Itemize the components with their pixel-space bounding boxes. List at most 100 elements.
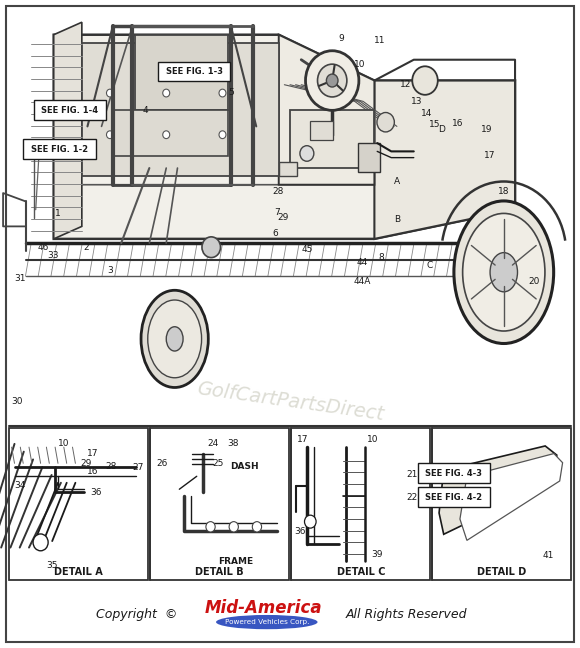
Circle shape (306, 51, 359, 110)
Bar (418, 487, 490, 507)
Bar (158, 62, 230, 81)
Circle shape (206, 522, 215, 532)
Circle shape (202, 237, 220, 258)
Circle shape (327, 74, 338, 87)
Ellipse shape (490, 253, 517, 292)
Circle shape (317, 64, 347, 97)
Text: 33: 33 (48, 251, 59, 260)
Text: 2: 2 (83, 243, 89, 252)
Text: 17: 17 (484, 151, 496, 160)
Text: 25: 25 (212, 459, 224, 468)
Text: 36: 36 (90, 488, 102, 497)
Text: 10: 10 (58, 439, 70, 448)
Polygon shape (113, 110, 228, 156)
Text: DETAIL C: DETAIL C (336, 566, 385, 577)
Bar (9, 428, 148, 580)
Text: DETAIL A: DETAIL A (54, 566, 103, 577)
Polygon shape (82, 43, 279, 176)
Text: 31: 31 (14, 274, 26, 283)
Text: 44: 44 (356, 258, 368, 267)
Polygon shape (54, 35, 515, 239)
Bar (432, 428, 571, 580)
Polygon shape (375, 80, 515, 239)
Circle shape (219, 131, 226, 139)
Text: 8: 8 (379, 253, 385, 262)
Text: SEE FIG. 1-2: SEE FIG. 1-2 (31, 145, 88, 154)
Text: 4: 4 (142, 106, 148, 115)
Text: 10: 10 (367, 435, 378, 444)
Text: 29: 29 (277, 213, 289, 222)
Text: DASH: DASH (230, 462, 259, 471)
Text: 22: 22 (406, 493, 418, 502)
Bar (150, 428, 289, 580)
Circle shape (252, 522, 262, 532)
Bar (34, 100, 106, 120)
Polygon shape (135, 35, 228, 110)
Text: 26: 26 (157, 459, 168, 468)
Bar (291, 428, 430, 580)
Polygon shape (439, 446, 557, 534)
Text: 1: 1 (55, 209, 61, 218)
Text: 34: 34 (14, 481, 26, 491)
Circle shape (163, 131, 170, 139)
Ellipse shape (141, 290, 208, 388)
Text: 46: 46 (38, 243, 49, 252)
Text: SEE FIG. 4-3: SEE FIG. 4-3 (425, 469, 483, 478)
Text: 9: 9 (338, 34, 344, 43)
Text: SEE FIG. 1-4: SEE FIG. 1-4 (41, 106, 99, 115)
Text: 15: 15 (429, 120, 441, 129)
Text: Copyright  ©: Copyright © (96, 608, 177, 621)
Circle shape (412, 66, 438, 95)
Bar (310, 121, 333, 140)
Text: 30: 30 (12, 397, 23, 406)
Ellipse shape (454, 201, 554, 343)
Text: SEE FIG. 1-3: SEE FIG. 1-3 (165, 67, 223, 76)
Text: 44A: 44A (353, 277, 371, 286)
Circle shape (304, 515, 316, 528)
Text: 12: 12 (400, 80, 412, 89)
Text: 19: 19 (481, 125, 493, 134)
Text: 17: 17 (297, 435, 309, 444)
Text: A: A (394, 177, 400, 186)
Text: 38: 38 (227, 439, 239, 448)
Text: 35: 35 (46, 561, 58, 570)
Circle shape (107, 89, 114, 97)
Bar (23, 139, 96, 159)
Text: 36: 36 (294, 527, 306, 536)
Polygon shape (279, 35, 375, 185)
Text: DETAIL D: DETAIL D (477, 566, 526, 577)
Text: 11: 11 (374, 36, 385, 45)
Bar (279, 162, 298, 176)
Text: C: C (426, 261, 432, 270)
Text: SEE FIG. 4-2: SEE FIG. 4-2 (425, 492, 483, 502)
Text: Mid-America: Mid-America (205, 599, 322, 617)
Text: 20: 20 (528, 277, 539, 286)
Text: Powered Vehicles Corp.: Powered Vehicles Corp. (224, 619, 309, 625)
Circle shape (300, 146, 314, 161)
Text: 3: 3 (107, 266, 113, 275)
Text: 14: 14 (420, 109, 432, 118)
Text: 21: 21 (406, 470, 418, 479)
Circle shape (219, 89, 226, 97)
Text: 5: 5 (228, 87, 234, 97)
Polygon shape (357, 143, 380, 172)
Ellipse shape (463, 213, 545, 331)
Text: 6: 6 (273, 229, 278, 238)
Text: 27: 27 (132, 463, 144, 472)
Text: 41: 41 (542, 551, 554, 560)
Text: 17: 17 (87, 449, 99, 458)
Circle shape (163, 89, 170, 97)
Bar (9, 10, 571, 426)
Circle shape (229, 522, 238, 532)
Polygon shape (290, 110, 375, 168)
Text: 13: 13 (411, 97, 422, 106)
Text: GolfCartPartsDirect: GolfCartPartsDirect (195, 379, 385, 424)
Ellipse shape (166, 327, 183, 351)
Text: B: B (394, 214, 400, 224)
Text: 45: 45 (302, 245, 313, 254)
Ellipse shape (148, 300, 202, 378)
Circle shape (33, 534, 48, 551)
Text: 7: 7 (274, 208, 280, 217)
Circle shape (107, 131, 114, 139)
Text: D: D (438, 125, 445, 134)
